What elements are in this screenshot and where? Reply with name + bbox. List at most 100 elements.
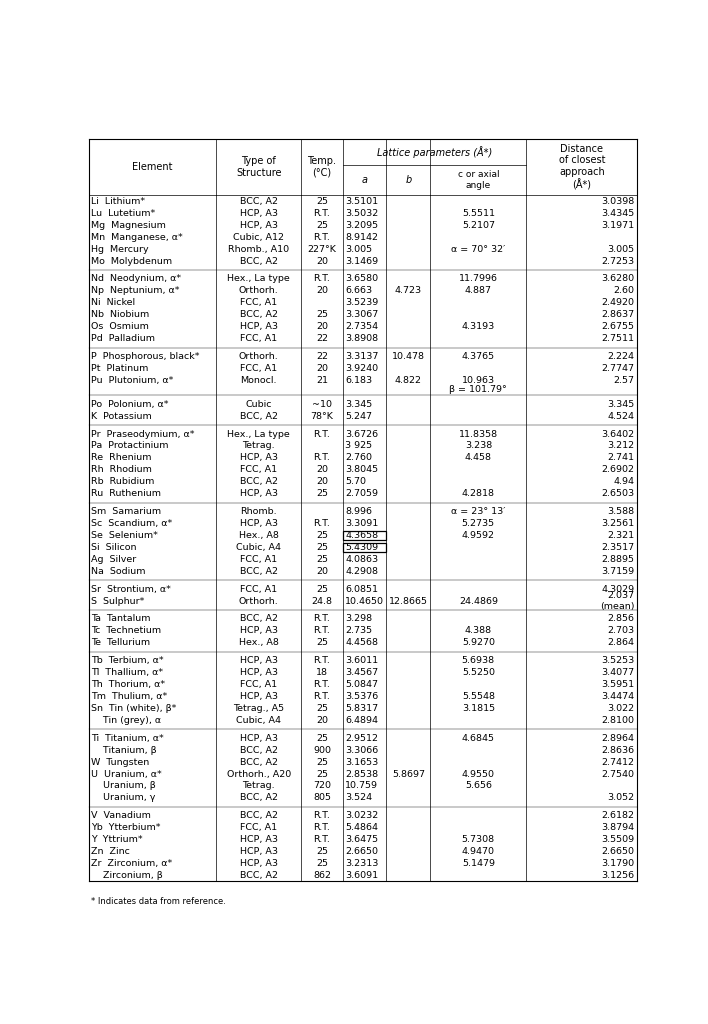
Text: 4.3029: 4.3029 xyxy=(601,585,634,594)
Text: 2.864: 2.864 xyxy=(607,638,634,647)
Text: R.T.: R.T. xyxy=(314,823,331,833)
Text: R.T.: R.T. xyxy=(314,692,331,701)
Text: R.T.: R.T. xyxy=(314,209,331,218)
Text: Rb  Rubidium: Rb Rubidium xyxy=(91,477,154,486)
Text: Cubic, A12: Cubic, A12 xyxy=(234,232,285,242)
Text: Tetrag., A5: Tetrag., A5 xyxy=(234,703,285,713)
Text: 5.4864: 5.4864 xyxy=(346,823,378,833)
Text: Rh  Rhodium: Rh Rhodium xyxy=(91,465,152,474)
Text: 20: 20 xyxy=(316,323,328,331)
Text: 2.6650: 2.6650 xyxy=(602,847,634,856)
Text: 4.3658: 4.3658 xyxy=(346,530,378,540)
Text: 4.4568: 4.4568 xyxy=(346,638,378,647)
Text: R.T.: R.T. xyxy=(314,836,331,844)
Text: 4.822: 4.822 xyxy=(395,376,422,385)
Text: Tetrag.: Tetrag. xyxy=(243,781,275,791)
Text: BCC, A2: BCC, A2 xyxy=(240,310,278,319)
Text: 3.4567: 3.4567 xyxy=(346,668,378,677)
Text: 5.2107: 5.2107 xyxy=(462,221,495,229)
Text: 5.7308: 5.7308 xyxy=(462,836,495,844)
Text: 3.345: 3.345 xyxy=(607,399,634,409)
Text: 5.1479: 5.1479 xyxy=(462,859,495,868)
Text: 3.8045: 3.8045 xyxy=(346,465,378,474)
Text: 3.2561: 3.2561 xyxy=(601,519,634,528)
Text: Ta  Tantalum: Ta Tantalum xyxy=(91,614,151,624)
Text: Ti  Titanium, α*: Ti Titanium, α* xyxy=(91,734,164,742)
Text: 2.6650: 2.6650 xyxy=(346,847,378,856)
Text: β = 101.79°: β = 101.79° xyxy=(450,385,507,394)
Text: 3.2095: 3.2095 xyxy=(346,221,378,229)
Text: b: b xyxy=(405,175,411,185)
Text: FCC, A1: FCC, A1 xyxy=(240,364,278,373)
Text: Mo  Molybdenum: Mo Molybdenum xyxy=(91,257,172,265)
Text: 3.7159: 3.7159 xyxy=(601,566,634,575)
Text: HCP, A3: HCP, A3 xyxy=(240,209,278,218)
Text: FCC, A1: FCC, A1 xyxy=(240,334,278,343)
Text: 2.8637: 2.8637 xyxy=(601,310,634,319)
Text: 227°K: 227°K xyxy=(307,245,336,254)
Text: 4.458: 4.458 xyxy=(465,454,492,463)
Text: 25: 25 xyxy=(316,638,328,647)
Text: 3.5951: 3.5951 xyxy=(601,680,634,689)
Text: 2.7511: 2.7511 xyxy=(602,334,634,343)
Text: Pa  Protactinium: Pa Protactinium xyxy=(91,441,169,451)
Text: 3.238: 3.238 xyxy=(464,441,492,451)
Text: 6.663: 6.663 xyxy=(346,287,372,295)
Text: Te  Tellurium: Te Tellurium xyxy=(91,638,150,647)
Text: 3.298: 3.298 xyxy=(346,614,372,624)
Text: 10.478: 10.478 xyxy=(392,352,425,361)
Text: FCC, A1: FCC, A1 xyxy=(240,555,278,564)
Text: 5.6938: 5.6938 xyxy=(462,656,495,666)
Text: U  Uranium, α*: U Uranium, α* xyxy=(91,769,162,778)
Text: 2.760: 2.760 xyxy=(346,454,372,463)
Text: Titanium, β: Titanium, β xyxy=(91,745,157,755)
Text: Sr  Strontium, α*: Sr Strontium, α* xyxy=(91,585,171,594)
Text: Y  Yttrium*: Y Yttrium* xyxy=(91,836,143,844)
Text: 3.6726: 3.6726 xyxy=(346,429,378,438)
Text: 4.94: 4.94 xyxy=(613,477,634,486)
Text: 24.4869: 24.4869 xyxy=(459,597,498,605)
Text: 3.1469: 3.1469 xyxy=(346,257,378,265)
Text: BCC, A2: BCC, A2 xyxy=(240,745,278,755)
Text: Type of
Structure: Type of Structure xyxy=(236,157,282,178)
Text: 5.4309: 5.4309 xyxy=(346,543,378,552)
Text: 6.183: 6.183 xyxy=(346,376,372,385)
Text: 3.3067: 3.3067 xyxy=(346,310,379,319)
Text: 6.4894: 6.4894 xyxy=(346,716,378,725)
Text: 11.8358: 11.8358 xyxy=(459,429,498,438)
Text: Orthorh., A20: Orthorh., A20 xyxy=(227,769,291,778)
Text: BCC, A2: BCC, A2 xyxy=(240,257,278,265)
Text: Yb  Ytterbium*: Yb Ytterbium* xyxy=(91,823,161,833)
Text: 5.5511: 5.5511 xyxy=(462,209,495,218)
Text: Monocl.: Monocl. xyxy=(241,376,277,385)
Text: BCC, A2: BCC, A2 xyxy=(240,794,278,803)
Text: 25: 25 xyxy=(316,703,328,713)
Text: 2.856: 2.856 xyxy=(607,614,634,624)
Text: BCC, A2: BCC, A2 xyxy=(240,197,278,206)
Text: 25: 25 xyxy=(316,769,328,778)
Text: 3.6475: 3.6475 xyxy=(346,836,378,844)
Text: Zr  Zirconium, α*: Zr Zirconium, α* xyxy=(91,859,173,868)
Text: 3.1256: 3.1256 xyxy=(601,871,634,880)
Text: Mn  Manganese, α*: Mn Manganese, α* xyxy=(91,232,183,242)
Text: HCP, A3: HCP, A3 xyxy=(240,221,278,229)
Text: Na  Sodium: Na Sodium xyxy=(91,566,146,575)
Text: 18: 18 xyxy=(316,668,328,677)
Text: R.T.: R.T. xyxy=(314,232,331,242)
Text: 3.8908: 3.8908 xyxy=(346,334,378,343)
Text: Pt  Platinum: Pt Platinum xyxy=(91,364,149,373)
Text: Sc  Scandium, α*: Sc Scandium, α* xyxy=(91,519,173,528)
Text: 4.6845: 4.6845 xyxy=(462,734,495,742)
Text: 3.8794: 3.8794 xyxy=(601,823,634,833)
Text: HCP, A3: HCP, A3 xyxy=(240,519,278,528)
Text: Cubic, A4: Cubic, A4 xyxy=(236,716,281,725)
Text: 5.8697: 5.8697 xyxy=(392,769,425,778)
Text: Np  Neptunium, α*: Np Neptunium, α* xyxy=(91,287,180,295)
Text: 3.052: 3.052 xyxy=(607,794,634,803)
Text: 2.3517: 2.3517 xyxy=(601,543,634,552)
Text: 3.6402: 3.6402 xyxy=(601,429,634,438)
Text: 2.6182: 2.6182 xyxy=(602,811,634,820)
Text: R.T.: R.T. xyxy=(314,627,331,635)
Text: 20: 20 xyxy=(316,364,328,373)
Text: 2.7059: 2.7059 xyxy=(346,489,378,498)
